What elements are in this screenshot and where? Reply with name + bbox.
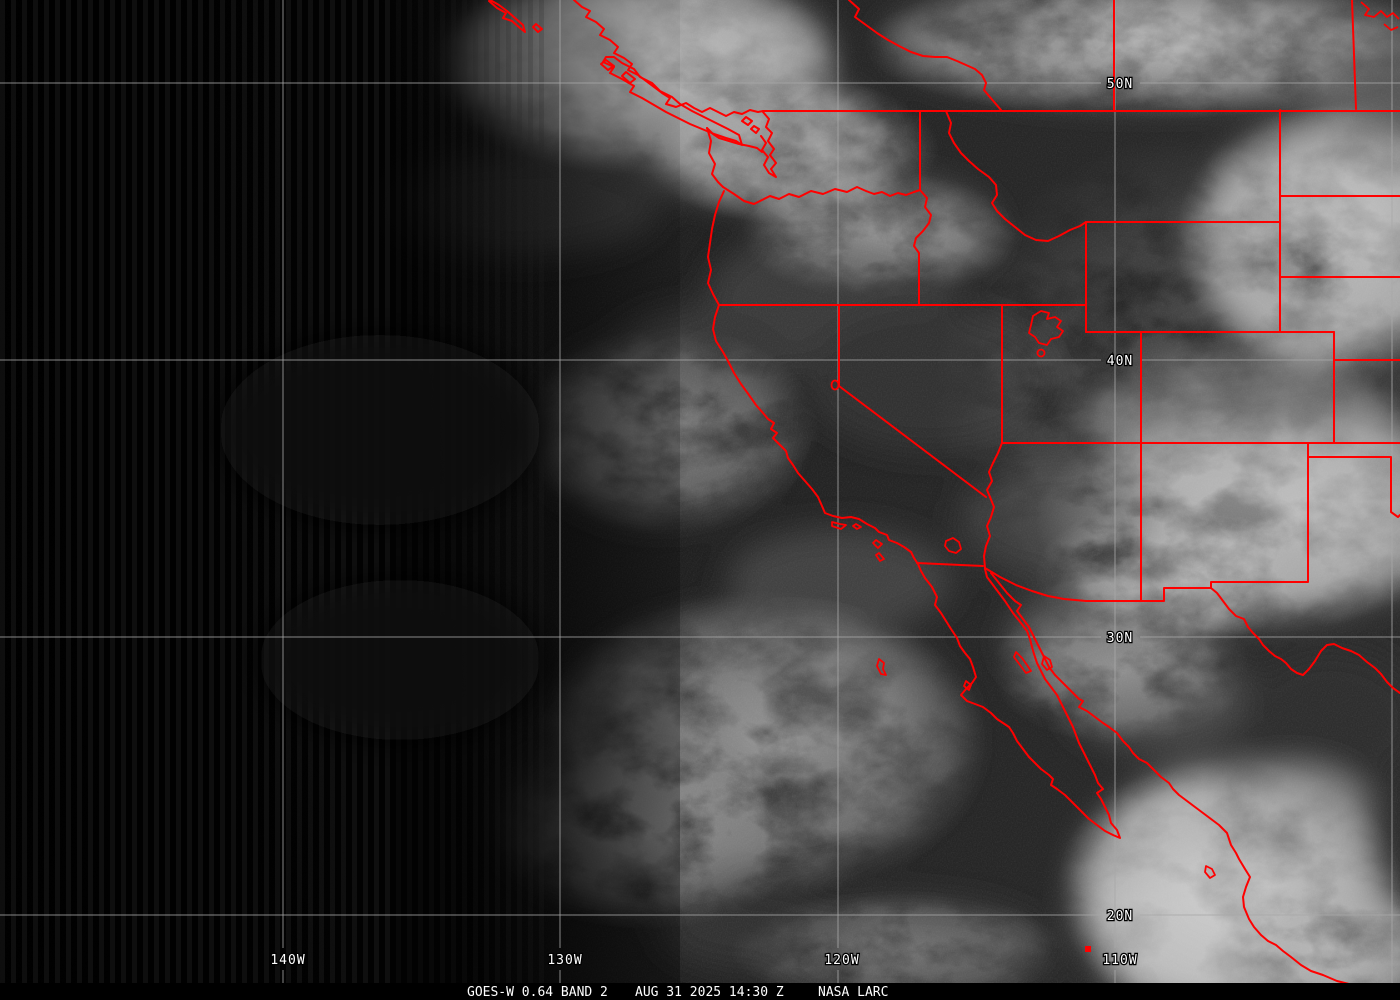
longitude-label-120w: 120W — [824, 953, 859, 968]
saskatchewan-manitoba-border — [1351, 0, 1357, 110]
tiburon-island — [1041, 655, 1053, 671]
latitude-label-20n: 20N — [1107, 909, 1133, 924]
utah-lake — [1036, 348, 1046, 358]
caption-timestamp: AUG 31 2025 14:30 Z — [635, 985, 784, 1000]
lake-tahoe — [830, 379, 840, 391]
longitude-label-140w: 140W — [270, 953, 305, 968]
coastline — [488, 0, 1350, 985]
channel-islands — [831, 521, 885, 562]
us-mexico-border-arizona-nm — [984, 567, 1212, 602]
islas-marias — [1204, 865, 1216, 879]
san-juan-islands — [741, 116, 760, 134]
longitude-label-130w: 130W — [547, 953, 582, 968]
guadalupe-island — [876, 658, 887, 676]
latitude-label-50n: 50N — [1107, 77, 1133, 92]
oregon-idaho-border — [913, 189, 932, 306]
haida-gwaii-coast — [488, 0, 543, 33]
latitude-label-30n: 30N — [1107, 631, 1133, 646]
juan-de-fuca-south-shore — [706, 127, 763, 153]
oklahoma-panhandle-border — [1307, 456, 1400, 518]
puget-sound — [760, 111, 777, 178]
angel-de-la-guarda-island — [1013, 651, 1032, 674]
longitude-label-110w: 110W — [1102, 953, 1137, 968]
red-dot-marker — [1085, 946, 1091, 952]
manitoba-lakes — [1360, 1, 1400, 31]
caption-credit: NASA LARC — [818, 985, 888, 1000]
california-arizona-river — [983, 496, 995, 569]
washington-coast — [706, 127, 724, 188]
idaho-montana-border — [945, 110, 1087, 242]
cedros-island — [963, 680, 972, 691]
caption-bar: GOES-W 0.64 BAND 2 AUG 31 2025 14:30 Z N… — [0, 983, 1400, 1000]
longitude-gridlines — [282, 0, 1393, 983]
mexico-mainland-coast — [990, 572, 1350, 985]
washington-oregon-border — [722, 186, 921, 205]
pacific-coast-baja — [707, 190, 1121, 839]
caption-product: GOES-W 0.64 BAND 2 — [467, 985, 608, 1000]
latitude-label-40n: 40N — [1107, 354, 1133, 369]
lakes-and-islands — [830, 310, 1216, 879]
bc-mainland-coast — [573, 0, 764, 117]
map-overlay — [488, 0, 1400, 985]
rio-grande — [1210, 587, 1400, 694]
great-salt-lake — [1028, 310, 1064, 346]
bc-alberta-divide — [848, 0, 1002, 111]
us-mexico-border-california — [916, 562, 984, 567]
salton-sea — [944, 537, 962, 554]
newmexico-texas-border — [1210, 442, 1309, 589]
graticule-labels: 50N 40N 30N 20N 140W 130W 120W 110W — [269, 76, 1138, 970]
terminator-dark-region — [0, 0, 680, 1000]
state-borders — [718, 109, 1400, 602]
nevada-arizona-river — [986, 442, 1003, 498]
international-borders — [762, 0, 1400, 694]
